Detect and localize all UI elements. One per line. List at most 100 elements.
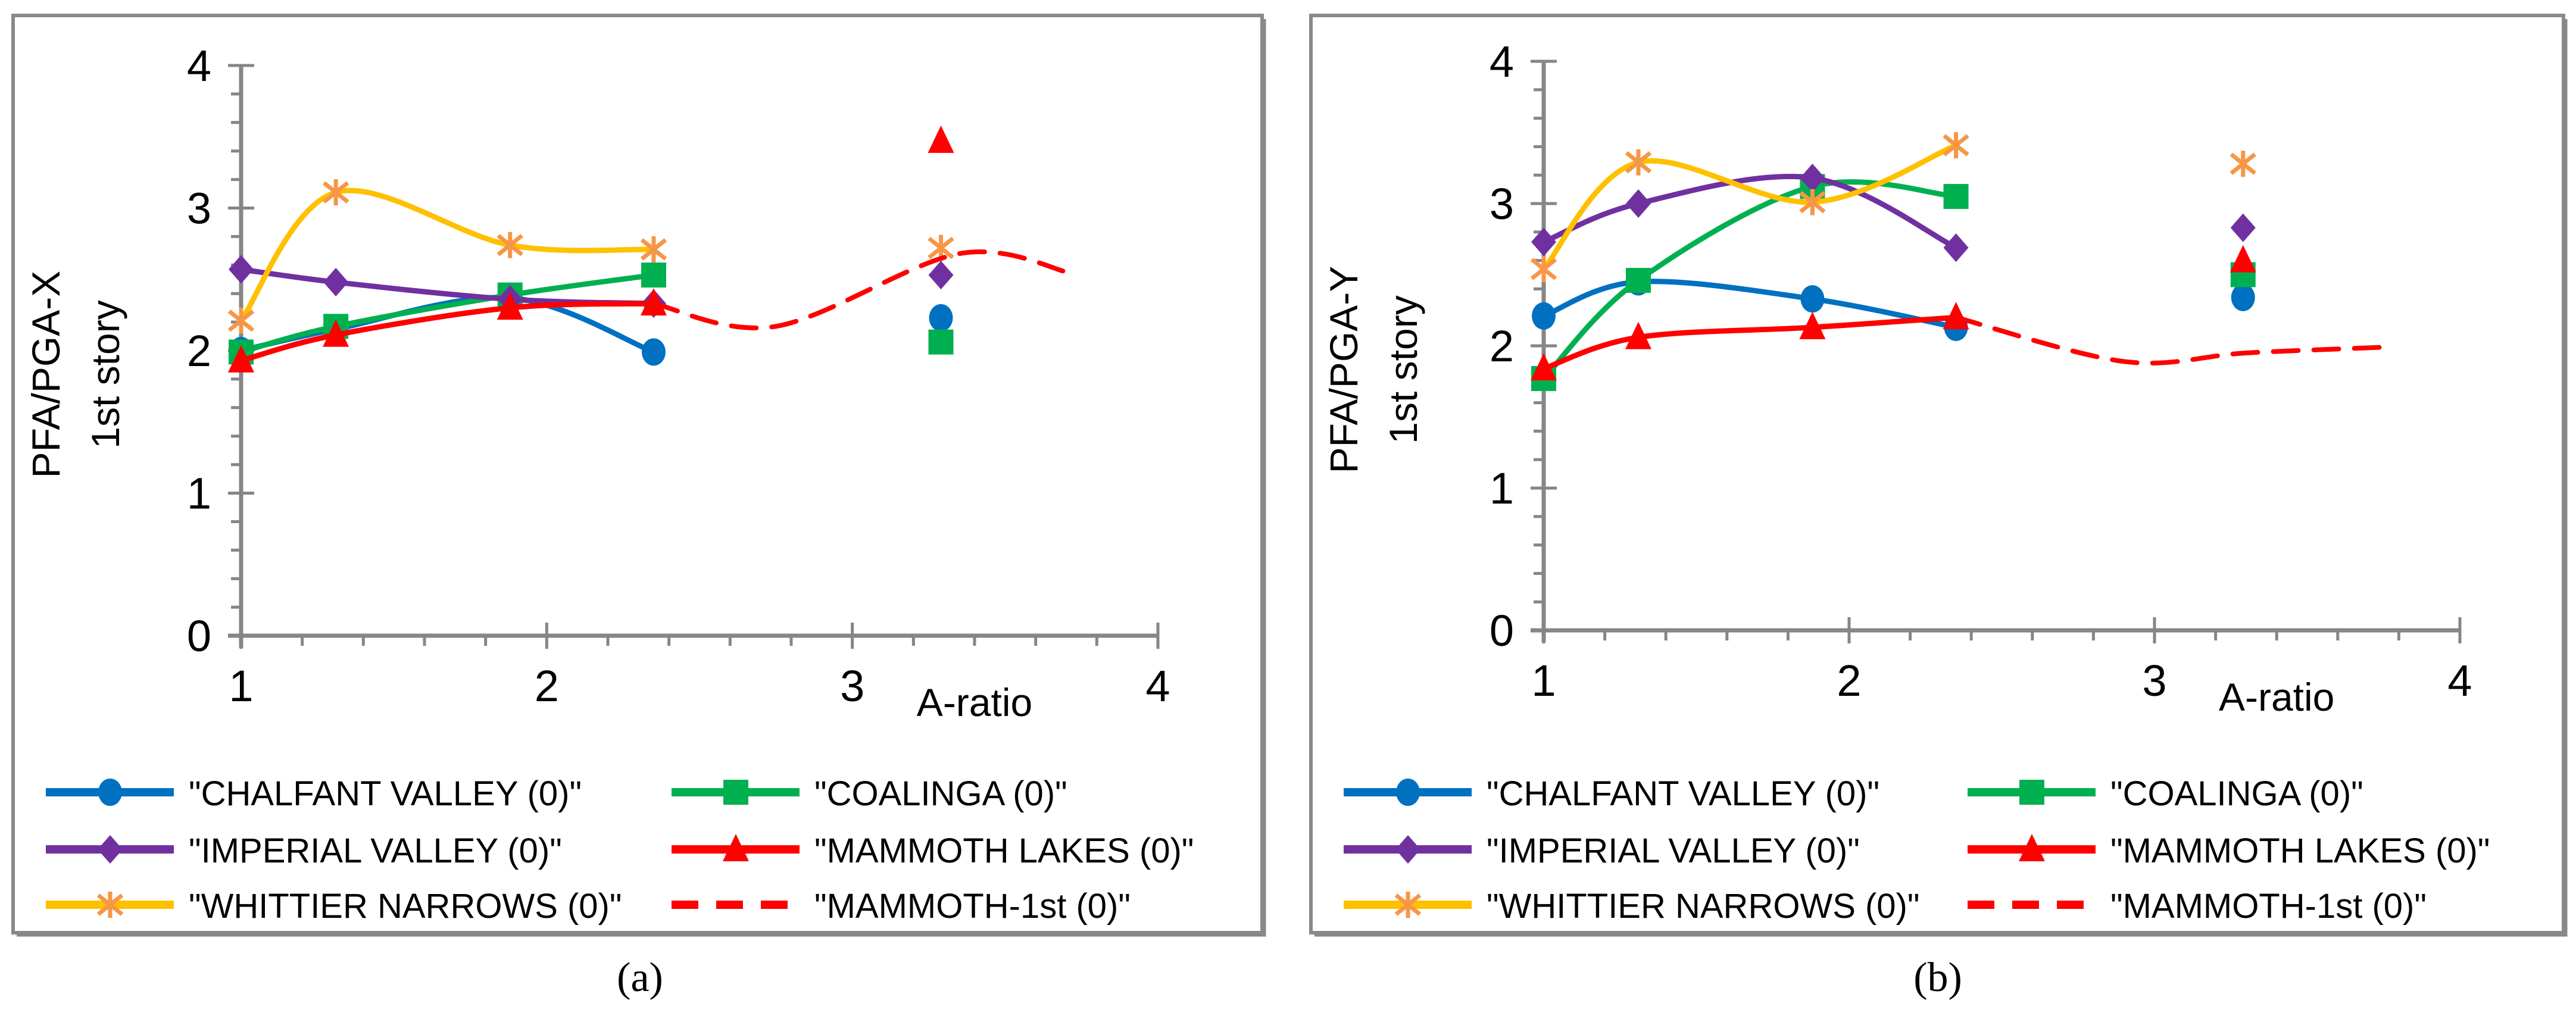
- data-point: [1799, 189, 1826, 215]
- data-point: [1800, 285, 1825, 313]
- data-point-separate: [928, 329, 954, 355]
- data-point: [1626, 268, 1651, 293]
- data-point-separate: [929, 304, 953, 332]
- y-tick-label: 2: [1490, 321, 1514, 371]
- series-4: [227, 179, 954, 334]
- y-axis-title-line2: 1st story: [1381, 295, 1425, 443]
- y-tick-label: 3: [1490, 179, 1514, 229]
- legend-item: "COALINGA (0)": [1968, 774, 2363, 813]
- panel-frame: [11, 14, 1264, 935]
- y-tick-label: 0: [1490, 606, 1514, 655]
- data-point: [323, 319, 349, 347]
- series-3: [228, 125, 954, 373]
- y-tick-label: 4: [187, 41, 211, 90]
- legend-item: "WHITTIER NARROWS (0)": [46, 887, 622, 926]
- series-2: [1531, 163, 2256, 262]
- legend-marker: [1395, 835, 1420, 864]
- y-axis-title-line2: 1st story: [83, 300, 127, 448]
- x-tick-label: 1: [229, 661, 253, 711]
- frame-shadow: [17, 19, 1266, 937]
- legend-marker: [1394, 892, 1422, 918]
- series-dashed-line: [1953, 315, 2386, 366]
- legend-label: "WHITTIER NARROWS (0)": [189, 887, 622, 926]
- data-point: [1625, 321, 1652, 349]
- data-point: [1530, 255, 1557, 282]
- panel-frame: [1309, 14, 2565, 935]
- legend-marker: [723, 834, 749, 861]
- series-line: [238, 301, 657, 364]
- series-5: [651, 249, 1075, 330]
- legend-item: "CHALFANT VALLEY (0)": [46, 774, 582, 813]
- data-point-separate: [2230, 213, 2256, 242]
- x-tick-label: 3: [2142, 656, 2166, 705]
- data-point: [1943, 132, 1969, 159]
- data-point: [1943, 184, 1969, 210]
- data-point: [1799, 311, 1826, 339]
- legend-item: "COALINGA (0)": [672, 774, 1067, 813]
- legend-marker: [96, 892, 124, 918]
- x-tick-label: 2: [535, 661, 559, 711]
- y-tick-label: 0: [187, 611, 211, 661]
- series-line: [238, 272, 657, 355]
- legend-label: "MAMMOTH-1st (0)": [814, 887, 1131, 926]
- legend-item: "CHALFANT VALLEY (0)": [1344, 774, 1879, 813]
- legend-label: "IMPERIAL VALLEY (0)": [189, 832, 562, 870]
- y-axis-title-line1: PFA/PGA-X: [24, 271, 68, 478]
- series-2: [229, 255, 954, 318]
- x-axis-title: A-ratio: [2219, 675, 2334, 719]
- legend-label: "MAMMOTH LAKES (0)": [2110, 832, 2490, 870]
- data-point: [497, 232, 523, 258]
- legend-marker: [98, 835, 123, 864]
- data-point: [322, 179, 349, 206]
- legend-label: "COALINGA (0)": [814, 774, 1067, 813]
- data-point-separate: [2231, 283, 2255, 311]
- panel-caption: (b): [1913, 955, 1962, 1001]
- series-line: [238, 266, 657, 307]
- legend-label: "WHITTIER NARROWS (0)": [1487, 887, 1919, 926]
- series-4: [1530, 132, 2256, 282]
- data-point: [642, 338, 666, 366]
- data-point: [641, 262, 666, 288]
- legend-marker: [2019, 834, 2045, 861]
- legend-item: "MAMMOTH-1st (0)": [672, 887, 1131, 926]
- series-3: [1531, 245, 2256, 381]
- x-tick-label: 3: [840, 661, 864, 711]
- y-tick-label: 1: [187, 469, 211, 518]
- y-axis-title-line1: PFA/PGA-Y: [1322, 266, 1366, 473]
- legend-marker: [98, 779, 122, 806]
- data-point: [1943, 233, 1969, 262]
- data-point: [1626, 189, 1651, 218]
- legend-item: "MAMMOTH LAKES (0)": [1968, 832, 2490, 870]
- legend-label: "CHALFANT VALLEY (0)": [1487, 774, 1879, 813]
- series-5: [1953, 315, 2386, 366]
- series-line: [1541, 314, 1959, 371]
- data-point: [640, 236, 667, 262]
- y-tick-label: 2: [187, 326, 211, 376]
- legend-marker: [2019, 780, 2044, 805]
- x-tick-label: 4: [1145, 661, 1170, 711]
- x-tick-label: 1: [1531, 656, 1556, 705]
- legend-marker: [1396, 779, 1420, 806]
- x-tick-label: 2: [1837, 656, 1861, 705]
- data-point: [1531, 353, 1557, 381]
- data-point: [1625, 149, 1652, 176]
- data-point: [497, 292, 523, 320]
- data-point-separate: [928, 261, 954, 290]
- series-line: [1541, 279, 1959, 330]
- legend-item: "IMPERIAL VALLEY (0)": [1344, 832, 1860, 870]
- y-tick-label: 3: [187, 184, 211, 233]
- data-point: [323, 268, 349, 297]
- data-point-separate: [2230, 151, 2256, 177]
- legend-label: "MAMMOTH LAKES (0)": [814, 832, 1194, 870]
- data-point-separate: [2230, 245, 2256, 273]
- data-point: [1531, 227, 1556, 257]
- series-line: [238, 187, 657, 324]
- legend-marker: [723, 780, 748, 805]
- data-point: [227, 307, 255, 334]
- series-line: [1541, 179, 1959, 382]
- x-tick-label: 4: [2447, 656, 2472, 705]
- y-tick-label: 4: [1490, 37, 1514, 86]
